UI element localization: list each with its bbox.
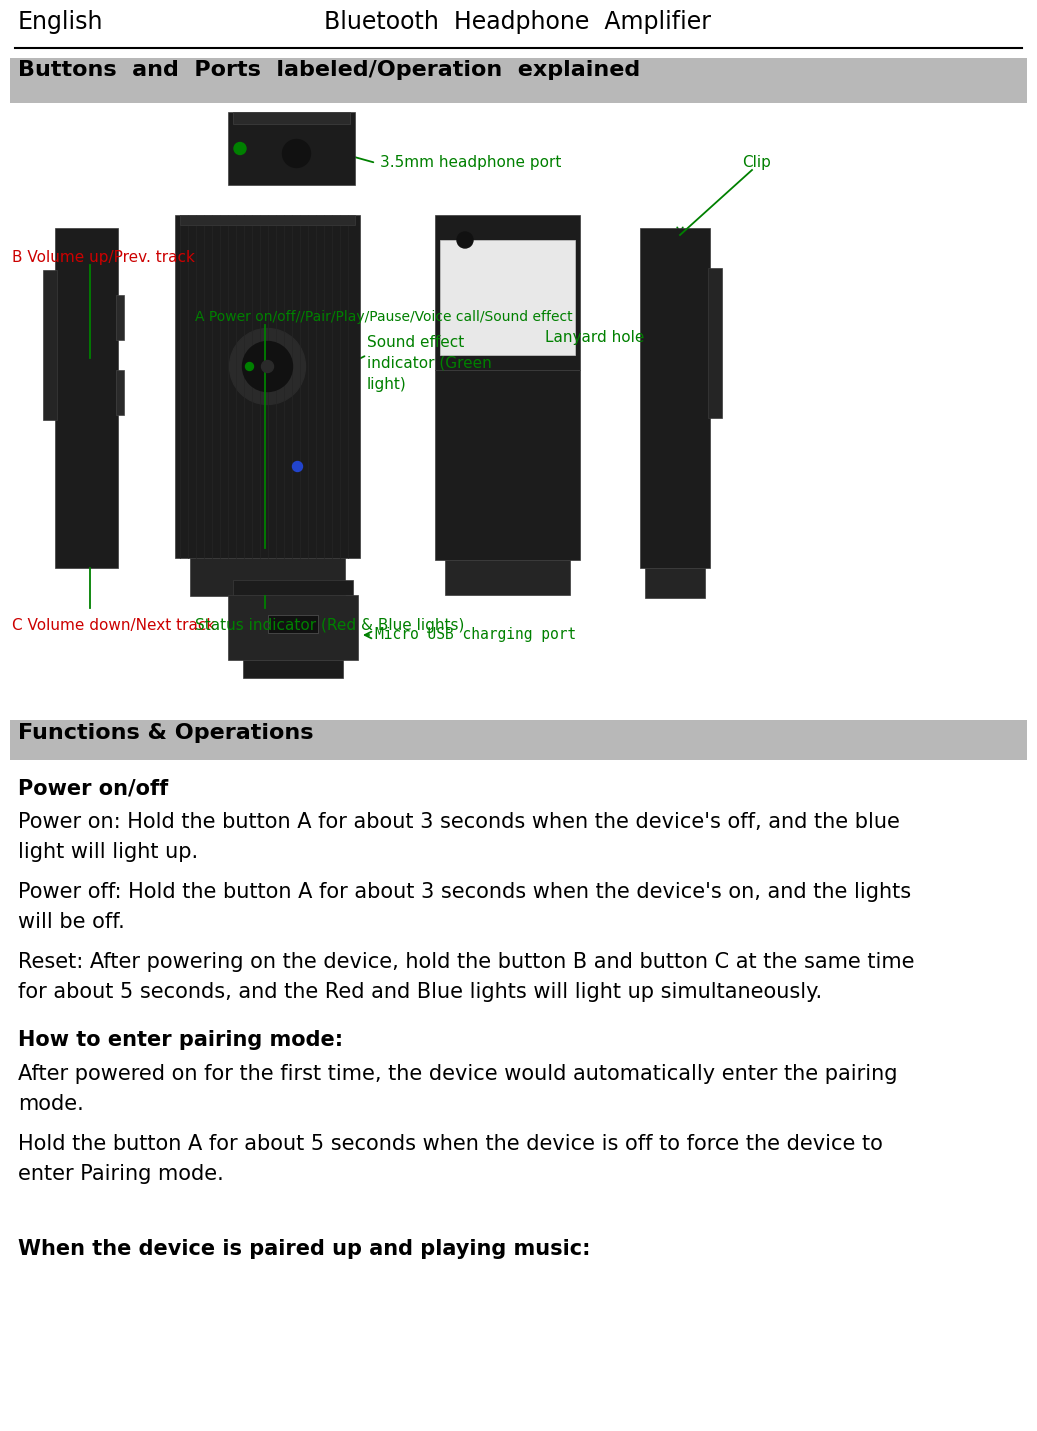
Text: Power off: Hold the button A for about 3 seconds when the device's on, and the l: Power off: Hold the button A for about 3… — [18, 881, 912, 932]
Circle shape — [292, 462, 303, 471]
Bar — [190, 558, 345, 595]
Text: 3.5mm headphone port: 3.5mm headphone port — [380, 156, 561, 170]
Bar — [228, 595, 358, 660]
Bar — [43, 270, 57, 421]
Bar — [116, 371, 124, 415]
Text: Clip: Clip — [742, 155, 770, 170]
Circle shape — [243, 342, 292, 392]
Text: Sound effect
indicator (Green
light): Sound effect indicator (Green light) — [367, 335, 492, 392]
Bar — [175, 215, 360, 558]
Text: When the device is paired up and playing music:: When the device is paired up and playing… — [18, 1239, 590, 1259]
Text: C Volume down/Next track: C Volume down/Next track — [12, 618, 216, 633]
Bar — [645, 568, 705, 598]
Text: Hold the button A for about 5 seconds when the device is off to force the device: Hold the button A for about 5 seconds wh… — [18, 1133, 882, 1183]
Bar — [440, 240, 574, 355]
Text: Reset: After powering on the device, hold the button B and button C at the same : Reset: After powering on the device, hol… — [18, 952, 915, 1002]
Text: A Power on/off//Pair/Play/Pause/Voice call/Sound effect: A Power on/off//Pair/Play/Pause/Voice ca… — [195, 311, 572, 323]
Bar — [268, 615, 318, 633]
Text: Bluetooth  Headphone  Amplifier: Bluetooth Headphone Amplifier — [325, 10, 711, 34]
Text: Status indicator (Red & Blue lights): Status indicator (Red & Blue lights) — [195, 618, 465, 633]
Bar — [243, 660, 343, 678]
Text: After powered on for the first time, the device would automatically enter the pa: After powered on for the first time, the… — [18, 1065, 897, 1113]
Text: Micro USB charging port: Micro USB charging port — [375, 628, 577, 643]
Bar — [233, 112, 351, 124]
Text: B Volume up/Prev. track: B Volume up/Prev. track — [12, 250, 195, 265]
Circle shape — [229, 329, 306, 405]
Circle shape — [282, 139, 310, 167]
Bar — [10, 720, 1027, 760]
Circle shape — [457, 232, 473, 248]
Bar — [445, 560, 570, 595]
Bar — [10, 59, 1027, 103]
Bar — [640, 228, 710, 568]
Text: How to enter pairing mode:: How to enter pairing mode: — [18, 1030, 343, 1050]
Text: English: English — [18, 10, 104, 34]
Circle shape — [246, 362, 253, 371]
Bar — [55, 228, 118, 568]
Bar — [435, 371, 580, 560]
Bar — [116, 295, 124, 341]
Bar — [180, 215, 355, 225]
Bar — [708, 268, 722, 418]
Text: Buttons  and  Ports  labeled/Operation  explained: Buttons and Ports labeled/Operation expl… — [18, 60, 640, 80]
Text: Power on: Hold the button A for about 3 seconds when the device's off, and the b: Power on: Hold the button A for about 3 … — [18, 811, 900, 861]
Circle shape — [261, 361, 274, 372]
Bar — [435, 215, 580, 371]
Bar — [233, 580, 353, 595]
Text: Power on/off: Power on/off — [18, 778, 168, 798]
Bar — [228, 112, 355, 185]
Text: Lanyard hole: Lanyard hole — [545, 331, 644, 345]
Circle shape — [234, 143, 246, 155]
Text: Functions & Operations: Functions & Operations — [18, 723, 313, 743]
